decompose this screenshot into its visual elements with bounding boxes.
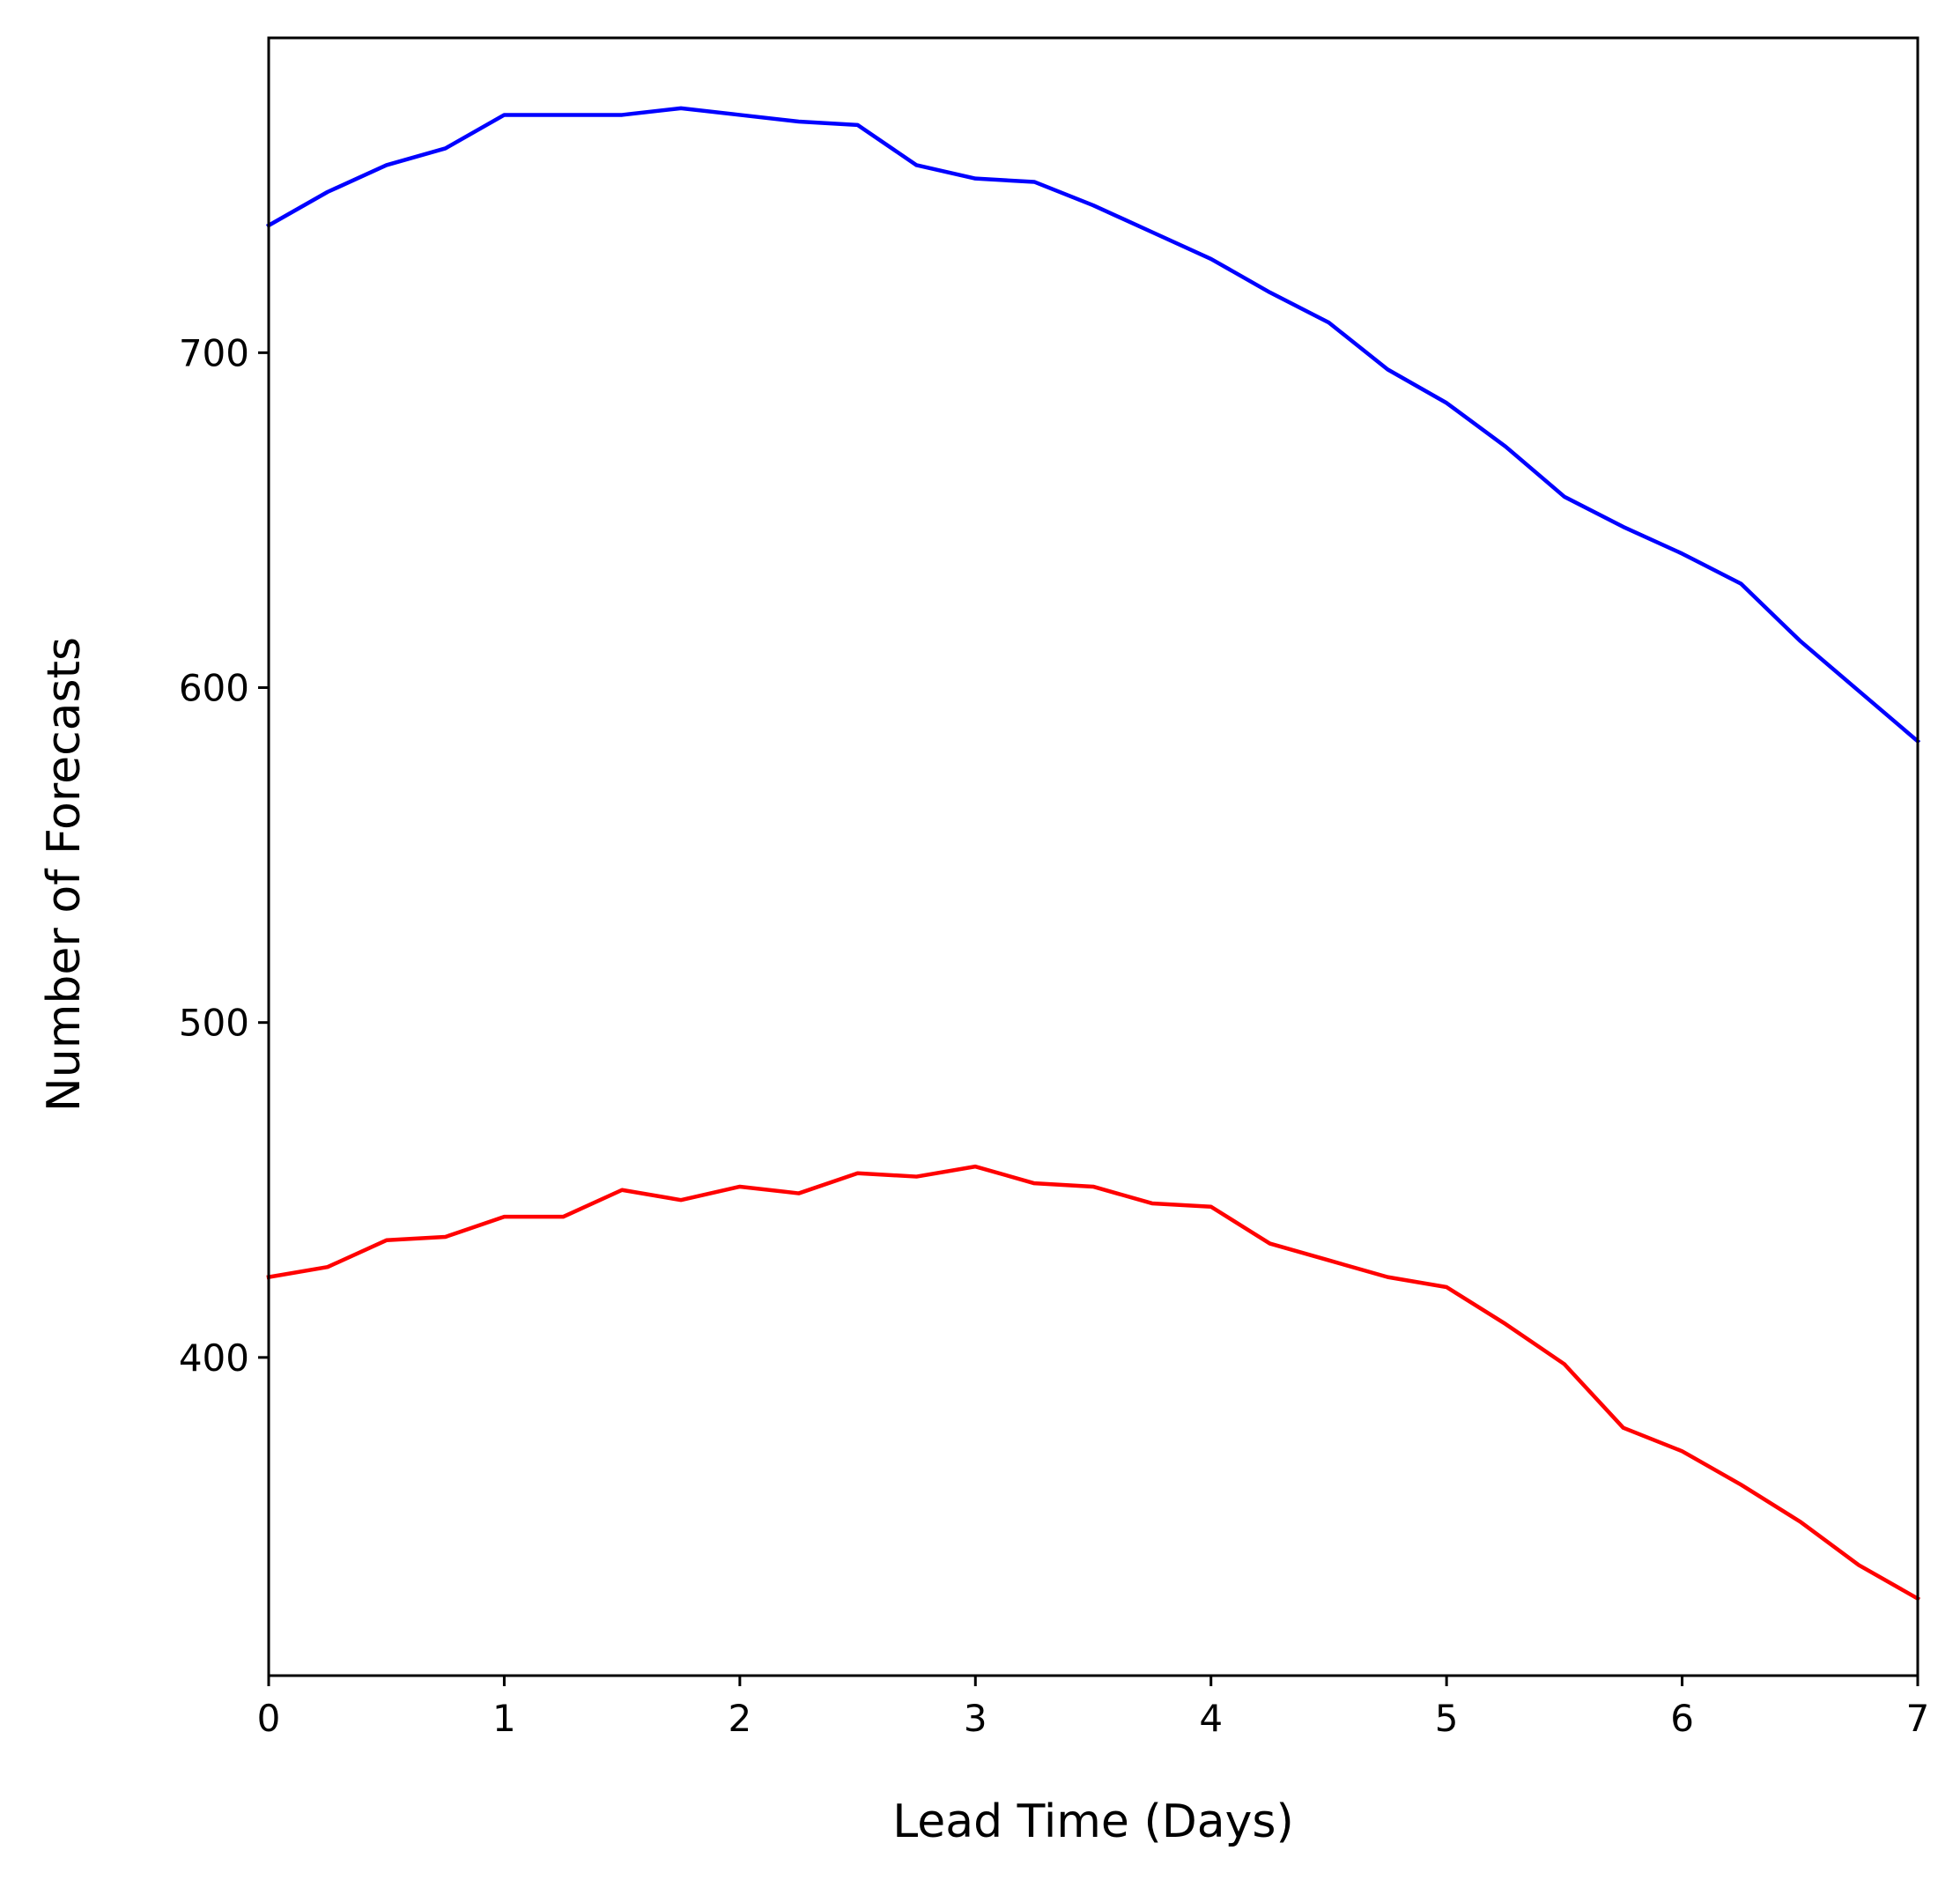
series-line-1 [265, 106, 1921, 744]
plot-frame [267, 36, 1919, 1677]
x-tick-label: 0 [257, 1697, 281, 1740]
y-axis-ticks: 400 500 600 700 [179, 331, 269, 1380]
series-line-2 [266, 1164, 1921, 1602]
series-layer [265, 106, 1921, 1602]
x-tick-label: 2 [728, 1697, 751, 1740]
y-axis-label: Number of Forecasts [38, 637, 91, 1112]
x-tick-label: 7 [1906, 1697, 1930, 1740]
y-tick-label: 600 [179, 667, 249, 710]
x-tick-label: 1 [492, 1697, 516, 1740]
x-tick-label: 3 [964, 1697, 987, 1740]
y-tick-label: 700 [179, 331, 249, 374]
x-tick-label: 4 [1199, 1697, 1223, 1740]
x-axis-ticks: 0 1 2 3 4 5 6 7 [257, 1676, 1930, 1740]
x-tick-label: 5 [1435, 1697, 1459, 1740]
y-tick-label: 500 [179, 1002, 249, 1045]
x-axis-label: Lead Time (Days) [892, 1795, 1294, 1848]
y-tick-label: 400 [179, 1336, 249, 1380]
x-tick-label: 6 [1670, 1697, 1694, 1740]
